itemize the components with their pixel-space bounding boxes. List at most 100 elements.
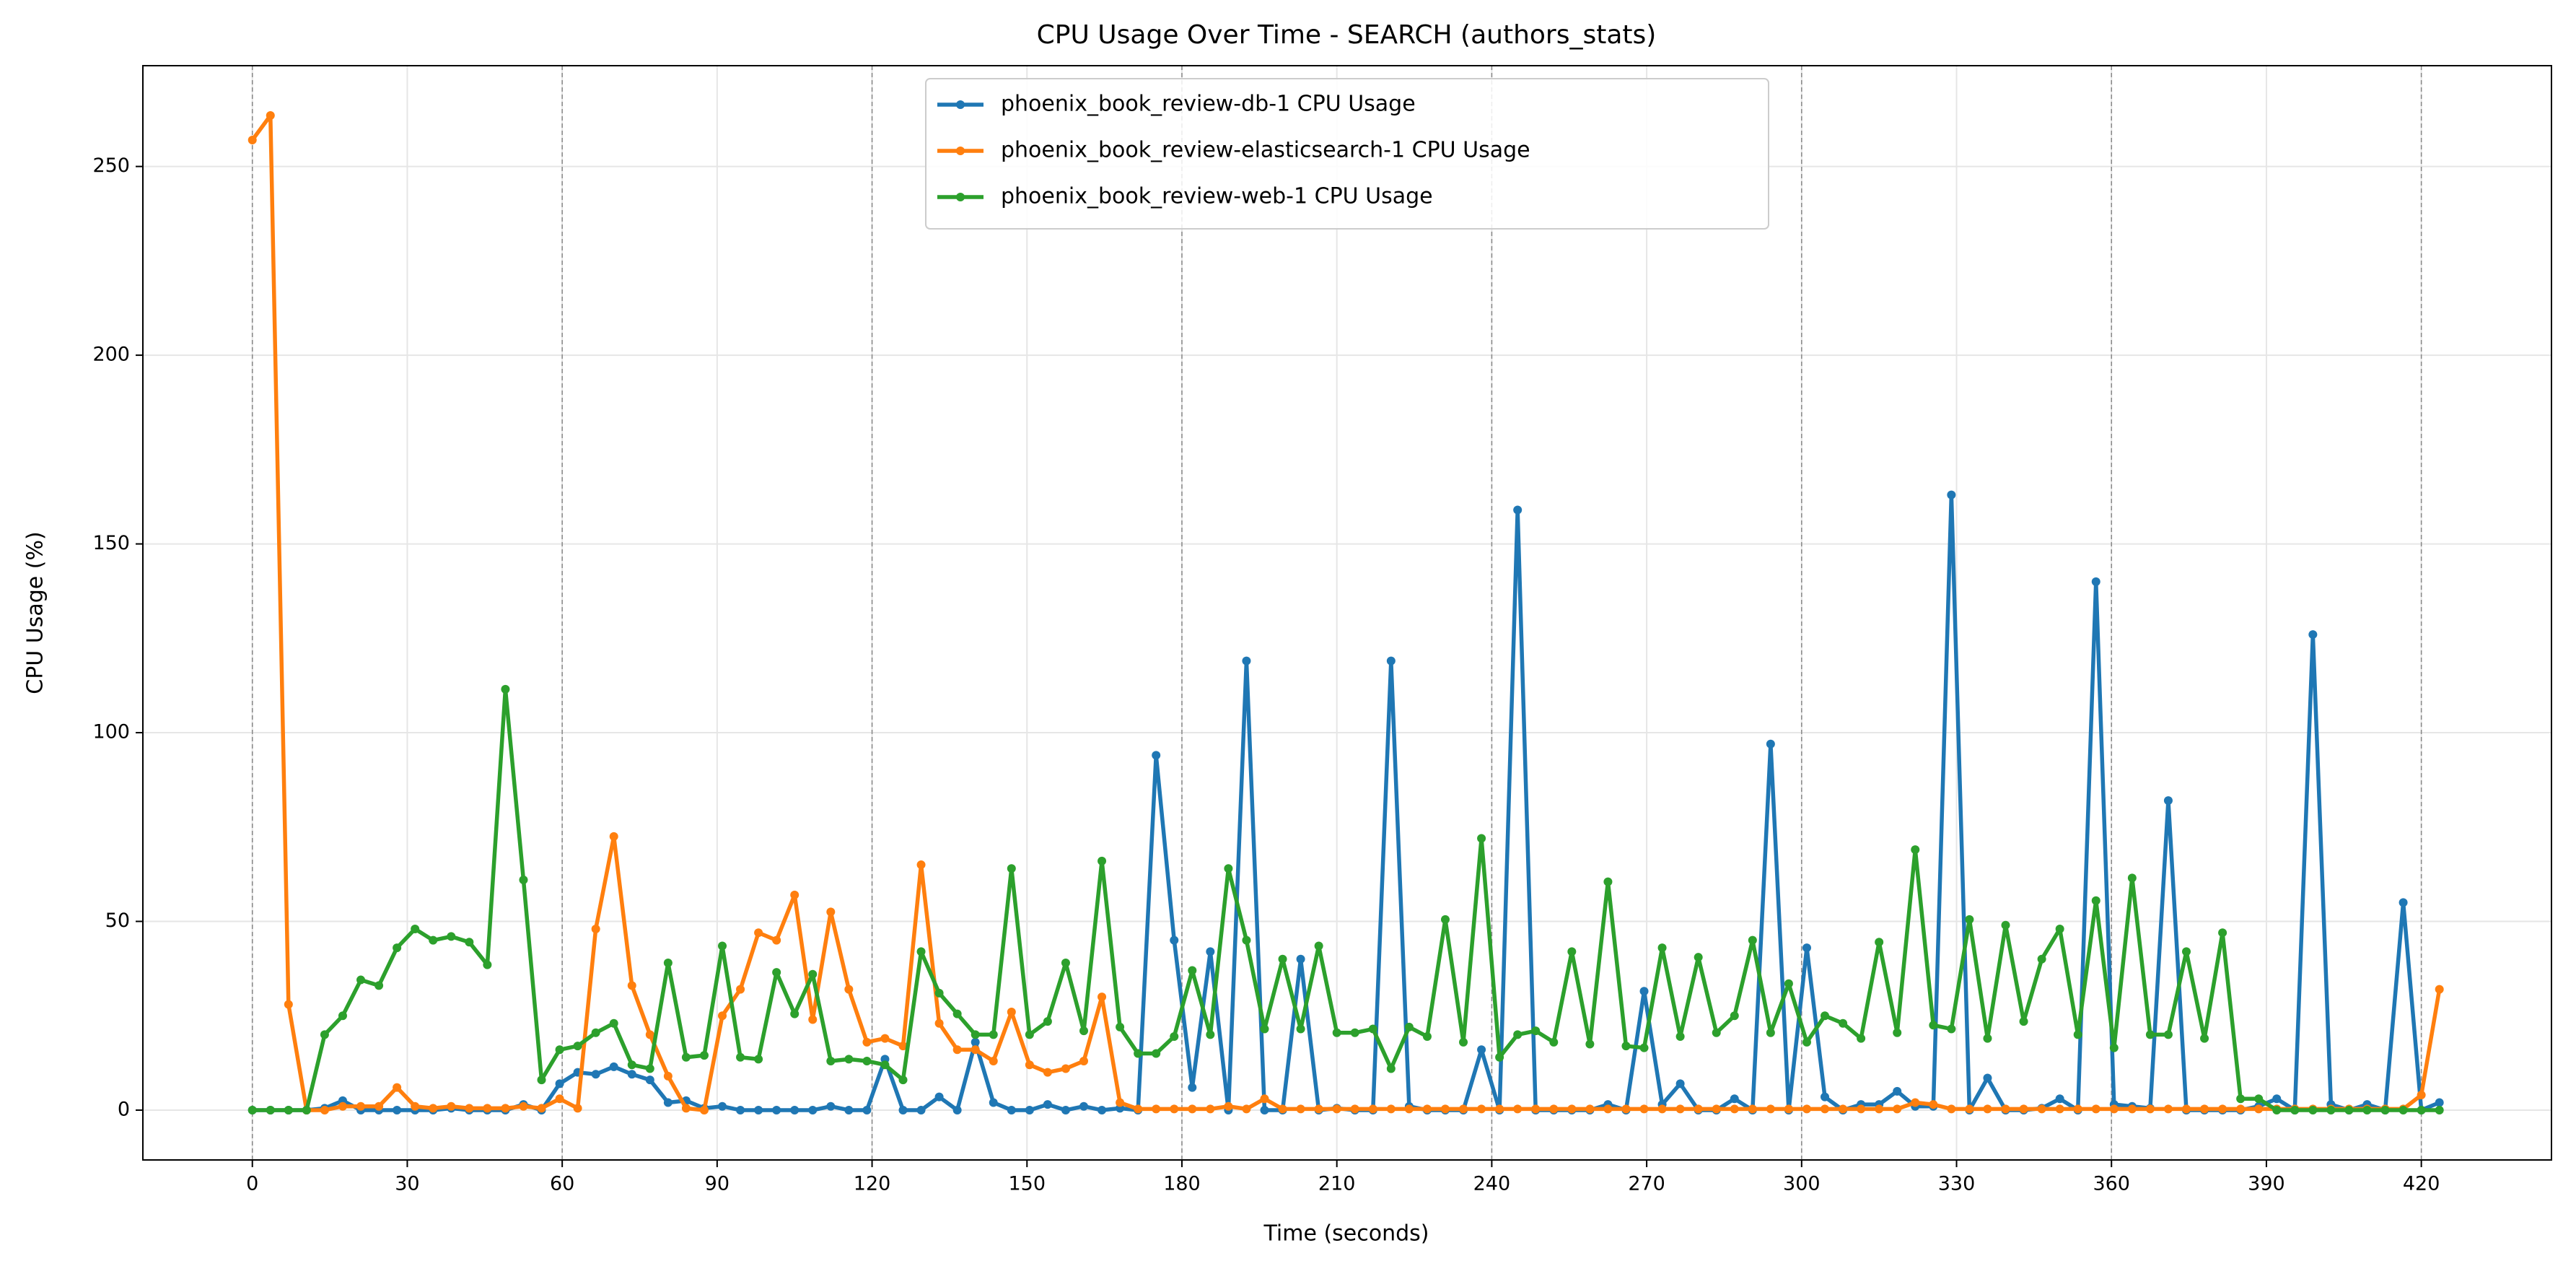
data-point [1079,1026,1088,1036]
data-point [1513,1030,1523,1039]
data-point [2145,1104,2155,1114]
data-point [537,1076,546,1085]
data-point [1098,856,1107,865]
data-point [1350,1104,1359,1114]
data-point [1170,935,1179,945]
data-point [663,1071,673,1081]
data-point [1531,1026,1541,1036]
data-point [1657,1104,1667,1114]
data-point [2435,1105,2444,1114]
data-point [1730,1011,1739,1021]
data-point [826,907,836,917]
data-point [1748,1104,1757,1114]
data-point [338,1011,347,1021]
data-point [2435,985,2444,994]
data-point [2362,1105,2372,1114]
data-point [1893,1104,1902,1114]
y-tick-label: 50 [105,909,130,932]
data-point [284,1000,293,1009]
data-point [754,928,763,938]
data-point [1802,943,1811,953]
data-point [1965,1104,1974,1114]
data-point [916,860,926,870]
data-point [1694,953,1703,962]
data-point [1893,1028,1902,1037]
data-point [429,1104,438,1113]
data-point [2091,1104,2100,1114]
data-point [718,1101,727,1111]
data-point [898,1042,908,1051]
data-point [880,1034,890,1043]
data-point [2236,1104,2246,1114]
data-point [1965,915,1974,924]
data-point [862,1037,872,1047]
data-point [718,1011,727,1021]
data-point [1098,1105,1107,1114]
data-point [356,1101,366,1111]
data-point [1188,966,1197,975]
data-point [1675,1104,1685,1114]
data-point [411,1101,420,1111]
data-point [736,1052,745,1062]
data-point [374,1101,384,1111]
data-point [591,1070,600,1079]
data-point [844,1105,854,1114]
data-point [1748,935,1757,945]
data-point [952,1045,962,1055]
data-point [1116,1098,1125,1107]
data-point [844,1055,854,1064]
data-point [989,1056,998,1065]
data-point [483,960,492,969]
data-point [2344,1105,2354,1114]
data-point [2254,1094,2264,1104]
data-point [447,932,456,941]
data-point [1007,1008,1016,1017]
data-point [1061,959,1070,968]
data-point [1839,1018,1848,1028]
data-point [501,684,510,694]
data-point [465,938,474,947]
data-point [2200,1104,2209,1114]
data-point [790,1009,799,1018]
data-point [1513,505,1523,515]
data-point [1947,490,1956,499]
data-point [1549,1037,1559,1047]
data-point [1116,1022,1125,1031]
data-point [754,1105,763,1114]
data-point [1929,1021,1938,1030]
data-point [1422,1104,1432,1114]
data-point [1821,1092,1830,1101]
data-point [916,1105,926,1114]
data-point [736,1105,745,1114]
data-point [2398,1105,2408,1114]
legend-label: phoenix_book_review-db-1 CPU Usage [1001,92,1416,117]
data-point [2091,896,2100,905]
data-point [1007,864,1016,873]
data-point [338,1101,347,1111]
data-point [1766,739,1775,749]
data-point [447,1101,456,1111]
data-point [2272,1105,2282,1114]
data-point [1025,1030,1034,1039]
data-point [2073,1030,2082,1039]
data-point [1007,1105,1016,1114]
data-point [1152,751,1161,760]
data-point [1043,1100,1052,1109]
data-point [1567,947,1577,956]
data-point [1567,1104,1577,1114]
data-point [2435,1098,2444,1107]
data-point [2055,1094,2064,1104]
x-tick-label: 420 [2403,1173,2440,1195]
data-point [2254,1104,2264,1114]
data-point [1585,1039,1595,1049]
data-point [2326,1105,2336,1114]
data-point [1314,1104,1323,1114]
data-point [790,1105,799,1114]
data-point [934,1018,944,1028]
data-point [862,1056,872,1065]
data-point [1531,1104,1541,1114]
data-point [1206,947,1215,956]
data-point [934,1092,944,1101]
data-point [1730,1104,1739,1114]
legend-marker [956,193,965,201]
